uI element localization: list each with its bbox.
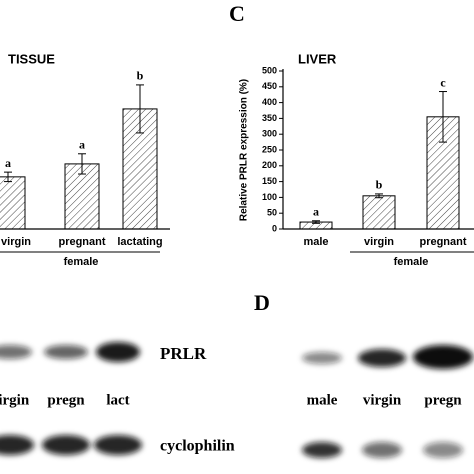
- significance-letter: a: [313, 205, 319, 219]
- significance-letter: c: [440, 75, 446, 89]
- y-tick-label: 500: [262, 65, 277, 75]
- blot-row-label: cyclophilin: [160, 438, 235, 455]
- chart-title: LIVER: [298, 51, 337, 66]
- y-tick-label: 300: [262, 129, 277, 139]
- y-tick-label: 200: [262, 160, 277, 170]
- y-tick-label: 400: [262, 97, 277, 107]
- lane-label: pregn: [424, 392, 462, 408]
- x-tick-label: male: [303, 236, 328, 248]
- x-tick-label: pregnant: [58, 236, 105, 248]
- x-tick-label: lactating: [117, 236, 162, 248]
- x-tick-label: virgin: [1, 236, 31, 248]
- significance-letter: b: [137, 69, 144, 83]
- x-tick-label: virgin: [364, 236, 394, 248]
- y-tick-label: 250: [262, 144, 277, 154]
- blot-row-label: PRLR: [160, 344, 207, 363]
- panel-label: D: [254, 290, 270, 315]
- y-tick-label: 100: [262, 192, 277, 202]
- bar: [0, 176, 26, 230]
- group-label: female: [394, 256, 429, 268]
- chart-title: TISSUE: [8, 51, 55, 66]
- lane-label: virgin: [363, 392, 402, 408]
- y-tick-label: 350: [262, 113, 277, 123]
- significance-letter: a: [79, 138, 85, 152]
- panel-label: C: [229, 1, 245, 26]
- y-tick-label: 50: [267, 208, 277, 218]
- y-tick-label: 0: [272, 223, 277, 233]
- group-label: female: [64, 256, 99, 268]
- y-tick-label: 450: [262, 81, 277, 91]
- bar: [362, 195, 396, 230]
- y-tick-label: 150: [262, 176, 277, 186]
- lane-label: lact: [106, 392, 129, 408]
- x-tick-label: pregnant: [419, 236, 466, 248]
- significance-letter: b: [376, 178, 383, 192]
- bar: [64, 163, 100, 230]
- significance-letter: a: [5, 156, 11, 170]
- lane-label: virgin: [0, 392, 30, 408]
- y-axis-label: Relative PRLR expression (%): [239, 79, 250, 221]
- blot-bands: [0, 342, 473, 458]
- lane-label: pregn: [47, 392, 85, 408]
- lane-label: male: [307, 392, 338, 408]
